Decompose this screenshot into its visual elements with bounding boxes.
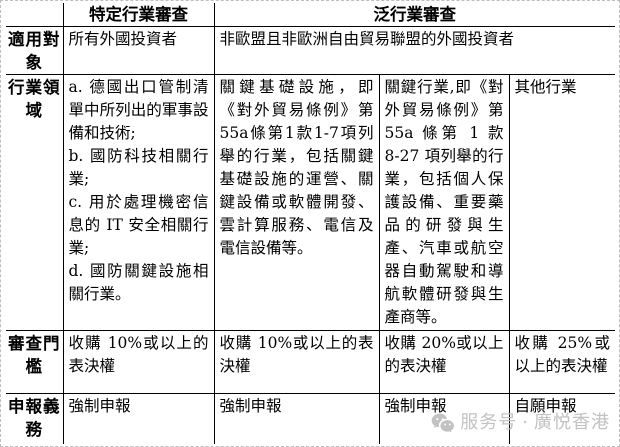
header-specific-review: 特定行業審查 — [62, 3, 215, 27]
cell-duty-critical-infrastructure: 強制申報 — [213, 393, 380, 444]
cell-sectors-specific: a. 德國出口管制清單中所列出的軍事設備和技術; b. 國防科技相關行業; c.… — [62, 74, 215, 331]
table-row-industry-sectors: 行業領域 a. 德國出口管制清單中所列出的軍事設備和技術; b. 國防科技相關行… — [6, 74, 615, 331]
cell-threshold-critical-infrastructure: 收購 10%或以上的表決權 — [213, 330, 380, 394]
table-row-filing-obligation: 申報義務 強制申報 強制申報 強制申報 自願申報 — [6, 393, 615, 444]
table-row-review-threshold: 審查門檻 收購 10%或以上的表決權 收購 10%或以上的表決權 收購 20%或… — [6, 330, 615, 394]
row-label-review-threshold: 審查門檻 — [6, 330, 64, 394]
review-comparison-table: 特定行業審查 泛行業審查 適用對象 所有外國投資者 非歐盟且非歐洲自由貿易聯盟的… — [6, 3, 615, 444]
cell-applicable-pan: 非歐盟且非歐洲自由貿易聯盟的外國投資者 — [213, 26, 615, 75]
corner-cell — [6, 3, 64, 27]
cell-duty-specific: 強制申報 — [62, 393, 215, 444]
table-row-applicable-investors: 適用對象 所有外國投資者 非歐盟且非歐洲自由貿易聯盟的外國投資者 — [6, 26, 615, 75]
cell-duty-critical-industries: 強制申報 — [378, 393, 510, 444]
row-label-filing-obligation: 申報義務 — [6, 393, 64, 444]
table-header-row: 特定行業審查 泛行業審查 — [6, 3, 615, 27]
header-pan-review: 泛行業審查 — [213, 3, 615, 27]
cell-threshold-specific: 收購 10%或以上的表決權 — [62, 330, 215, 394]
cell-threshold-other: 收購 25%或以上的表決權 — [508, 330, 615, 394]
cell-sectors-critical-industries: 關鍵行業,即《對外貿易條例》第 55a 條第 1 款 8-27 項列舉的行業，包… — [378, 74, 510, 331]
row-label-applicable-investors: 適用對象 — [6, 26, 64, 75]
cell-applicable-specific: 所有外國投資者 — [62, 26, 215, 75]
cell-sectors-other: 其他行業 — [508, 74, 615, 331]
cell-sectors-critical-infrastructure: 關鍵基礎設施，即《對外貿易條例》第55a條第1款1-7項列舉的行業，包括關鍵基礎… — [213, 74, 380, 331]
cell-threshold-critical-industries: 收購 20%或以上的表決權 — [378, 330, 510, 394]
cell-duty-other: 自願申報 — [508, 393, 615, 444]
row-label-industry-sectors: 行業領域 — [6, 74, 64, 331]
